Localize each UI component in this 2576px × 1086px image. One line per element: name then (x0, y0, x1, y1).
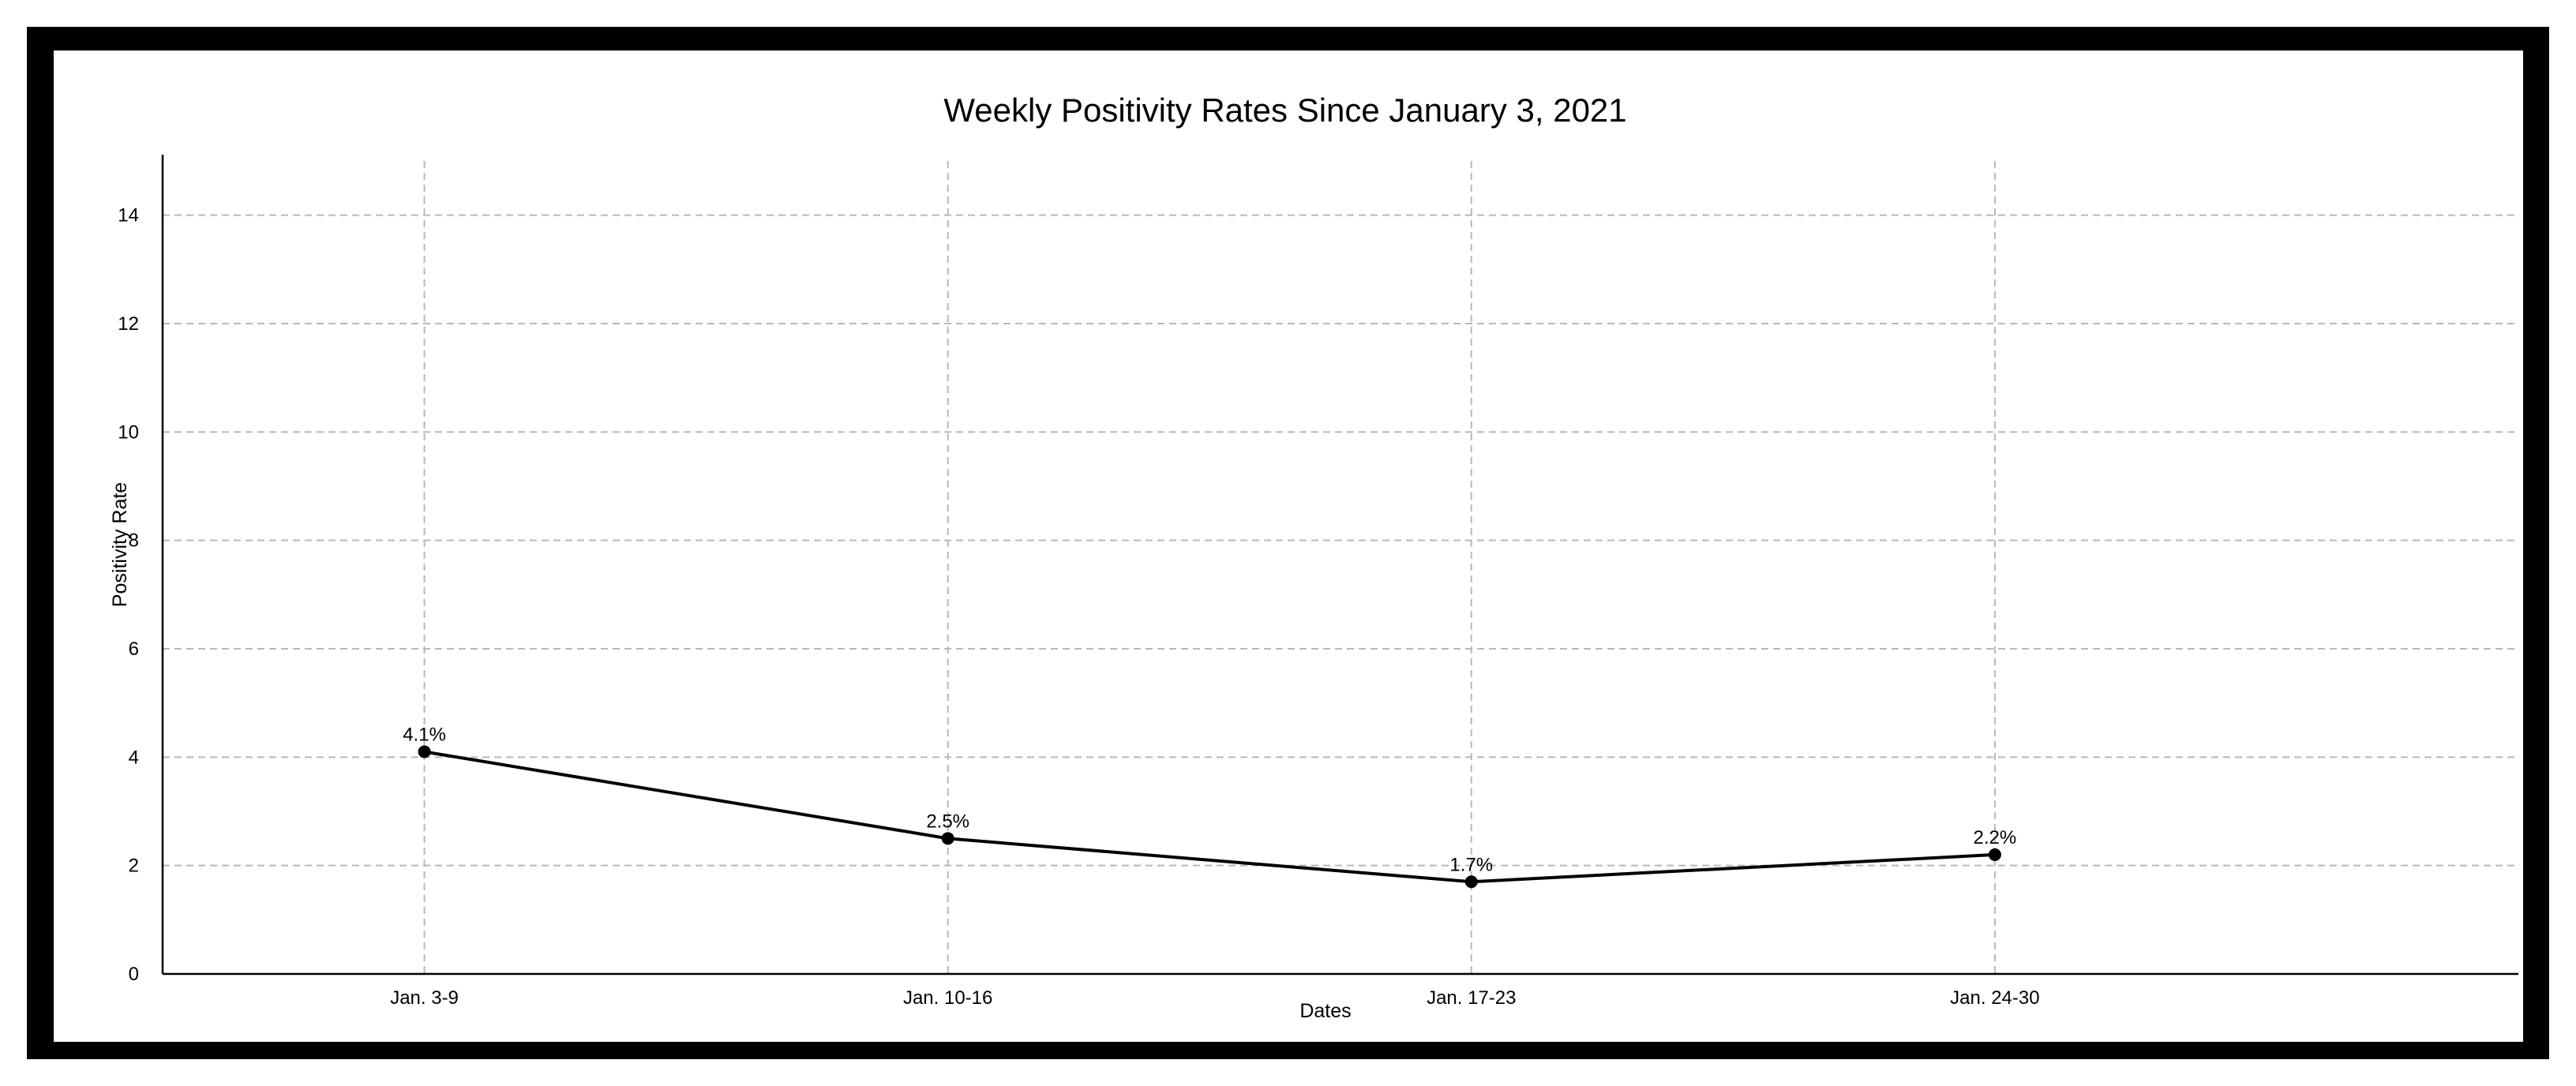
y-tick-label: 8 (129, 530, 139, 552)
y-tick-label: 12 (118, 313, 139, 335)
axes (161, 155, 2518, 976)
data-point (1464, 875, 1478, 889)
series-line (424, 750, 1995, 884)
x-tick-label: Jan. 17-23 (1427, 987, 1516, 1009)
data-point (1988, 848, 2001, 861)
line-chart: Weekly Positivity Rates Since January 3,… (109, 92, 2518, 1022)
x-axis-ticks: Jan. 3-9 Jan. 10-16 Jan. 17-23 Jan. 24-30 (390, 987, 2039, 1009)
data-label: 1.7% (1449, 854, 1493, 875)
chart-frame: Weekly Positivity Rates Since January 3,… (27, 27, 2549, 1059)
chart-panel: Weekly Positivity Rates Since January 3,… (54, 51, 2523, 1042)
data-label: 2.5% (926, 811, 969, 832)
data-point (941, 832, 954, 845)
data-point (418, 745, 431, 758)
data-label: 2.2% (1974, 827, 2017, 848)
x-tick-label: Jan. 24-30 (1950, 987, 2039, 1009)
x-axis-label: Dates (1299, 1000, 1351, 1022)
y-tick-label: 4 (129, 747, 139, 768)
x-tick-label: Jan. 3-9 (390, 987, 459, 1009)
data-label: 4.1% (403, 724, 446, 745)
y-tick-label: 2 (129, 856, 139, 877)
y-tick-label: 0 (129, 964, 139, 985)
y-axis-label: Positivity Rate (109, 482, 131, 607)
y-axis-ticks: 0 2 4 6 8 10 12 14 (118, 205, 139, 985)
y-tick-label: 14 (118, 205, 139, 227)
grid (163, 161, 2518, 974)
x-tick-label: Jan. 10-16 (903, 987, 992, 1009)
y-tick-label: 10 (118, 421, 139, 443)
chart-title: Weekly Positivity Rates Since January 3,… (943, 92, 1626, 129)
y-tick-label: 6 (129, 638, 139, 660)
series: 4.1% 2.5% 1.7% 2.2% (403, 724, 2017, 889)
